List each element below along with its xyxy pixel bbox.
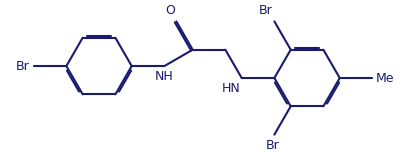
Text: Br: Br bbox=[266, 138, 280, 152]
Text: HN: HN bbox=[221, 82, 240, 95]
Text: O: O bbox=[165, 4, 175, 18]
Text: NH: NH bbox=[155, 70, 174, 83]
Text: Br: Br bbox=[259, 4, 273, 18]
Text: Br: Br bbox=[16, 60, 30, 73]
Text: Me: Me bbox=[376, 71, 394, 85]
